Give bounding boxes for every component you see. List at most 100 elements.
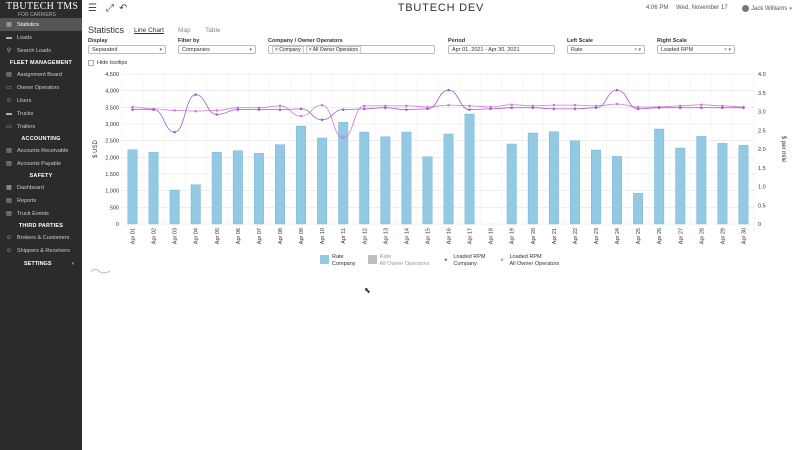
rpm-owner-operators-point <box>384 104 387 108</box>
sidebar-item-accounts-payable[interactable]: ▤ Accounts Payable <box>0 157 82 170</box>
sidebar-item-reports[interactable]: ▤ Reports <box>0 194 82 207</box>
rpm-company-point <box>615 88 619 92</box>
fullscreen-icon[interactable]: ⤢ <box>106 3 114 14</box>
sidebar-item-search-loads[interactable]: ⚲ Search Loads <box>0 44 82 57</box>
x-tick-label: Apr 12 <box>362 228 368 244</box>
left-scale-value: Rate <box>571 46 583 53</box>
right-scale-select[interactable]: Loaded RPM × ▾ <box>657 45 735 54</box>
bar <box>148 152 159 225</box>
legend-sub: All Owner Operators <box>509 260 560 267</box>
legend-rpm-company[interactable]: • Loaded RPM Company <box>441 254 485 267</box>
rpm-owner-operators-point <box>405 104 408 108</box>
x-tick-label: Apr 06 <box>236 228 242 244</box>
legend-sub: All Owner Operators <box>379 260 430 267</box>
sidebar-item-trailers[interactable]: ▭ Trailers <box>0 120 82 133</box>
sidebar-item-owner-operators[interactable]: ▭ Owner Operators <box>0 81 82 94</box>
sidebar-item-dashboard[interactable]: ▦ Dashboard <box>0 181 82 194</box>
reports-icon: ▤ <box>6 198 12 204</box>
legend-rate-owner-operators[interactable]: Rate All Owner Operators <box>367 254 430 267</box>
sidebar-item-label: Dashboard <box>17 184 44 191</box>
owner-operators-chip[interactable]: × All Owner Operators <box>305 45 362 54</box>
legend-name: Loaded RPM <box>509 254 542 260</box>
legend-rate-company[interactable]: Rate Company <box>320 254 356 267</box>
y2-tick-label: 2.0 <box>758 147 766 153</box>
tab-map[interactable]: Map <box>178 27 191 34</box>
rpm-company-point <box>594 106 598 110</box>
company-multiselect[interactable]: × Company × All Owner Operators <box>268 45 435 54</box>
bar <box>127 149 138 225</box>
display-select[interactable]: Separated ▾ <box>88 45 166 54</box>
user-name: Jack Williams <box>751 5 788 12</box>
bar <box>527 132 538 225</box>
sidebar-item-brokers-customers[interactable]: ☺ Brokers & Customers <box>0 231 82 244</box>
legend-rpm-owner-operators[interactable]: • Loaded RPM All Owner Operators <box>497 254 559 267</box>
settings-label: SETTINGS <box>24 260 52 267</box>
brokers-icon: ☺ <box>5 234 13 241</box>
sidebar-item-settings[interactable]: SETTINGS ‹ <box>0 257 82 270</box>
bar <box>654 128 665 225</box>
rpm-company-point <box>531 106 535 110</box>
avatar <box>742 5 749 12</box>
filter-by-select[interactable]: Companies ▾ <box>178 45 256 54</box>
sidebar-item-users[interactable]: ☺ Users <box>0 94 82 107</box>
truck-icon: ▬ <box>6 34 12 41</box>
sidebar-item-assignment-board[interactable]: ▤ Assignment Board <box>0 68 82 81</box>
rpm-owner-operators-point <box>700 103 703 107</box>
legend-sub: Company <box>453 260 477 267</box>
sidebar-item-statistics[interactable]: ▦ Statistics <box>0 18 82 31</box>
sidebar-item-shippers-receivers[interactable]: ☺ Shippers & Receivers <box>0 244 82 257</box>
chart-legend: Rate Company Rate All Owner Operators • Lo… <box>320 254 571 267</box>
rpm-company-point <box>573 107 577 111</box>
refresh-icon[interactable]: ↶ <box>119 3 128 14</box>
company-chip[interactable]: × Company <box>272 45 304 54</box>
rpm-company-line <box>132 89 744 133</box>
tab-line-chart[interactable]: Line Chart <box>134 27 164 34</box>
bar <box>612 156 623 225</box>
topbar: ☰ ⤢ ↶ TBUTECH DEV 4:06 PM Wed, November … <box>82 0 800 18</box>
sidebar-item-label: Assignment Board <box>17 71 62 78</box>
sidebar-item-label: Truck Events <box>17 210 49 217</box>
rpm-company-point <box>742 106 745 110</box>
rpm-owner-operators-point <box>173 109 176 112</box>
y-tick-label: 2,000 <box>105 155 119 161</box>
sidebar-item-truck-events[interactable]: ▤ Truck Events <box>0 207 82 220</box>
rpm-owner-operators-point <box>468 104 471 108</box>
bar <box>338 122 349 225</box>
rpm-owner-operators-point <box>721 104 724 108</box>
checkbox-box[interactable] <box>88 60 94 66</box>
legend-dot-icon: • <box>444 254 448 265</box>
x-tick-label: Apr 20 <box>531 228 537 244</box>
user-menu[interactable]: Jack Williams ▾ <box>742 5 792 12</box>
y-tick-label: 0 <box>116 222 119 228</box>
rpm-owner-operators-point <box>636 105 640 109</box>
rpm-company-point <box>700 106 703 110</box>
company-label: Company / Owner Operators <box>268 38 343 44</box>
brand-title: TBUTECH TMS <box>6 1 79 12</box>
period-label: Period <box>448 38 466 44</box>
sidebar-item-accounts-receivable[interactable]: ▤ Accounts Receivable <box>0 144 82 157</box>
sidebar-item-loads[interactable]: ▬ Loads <box>0 31 82 44</box>
chevron-down-icon: ▾ <box>249 46 252 53</box>
dashboard-icon: ▦ <box>6 185 12 191</box>
trailer-icon: ▭ <box>6 124 12 130</box>
tab-table[interactable]: Table <box>205 27 221 34</box>
rpm-owner-operators-point <box>299 114 303 118</box>
rpm-owner-operators-point <box>131 105 134 109</box>
legend-swatch <box>367 255 377 264</box>
sidebar-item-trucks[interactable]: ▬ Trucks <box>0 107 82 120</box>
left-scale-select[interactable]: Rate × ▾ <box>567 45 645 54</box>
users-icon: ☺ <box>5 97 13 104</box>
x-tick-label: Apr 27 <box>678 228 684 244</box>
bar <box>296 125 307 225</box>
hide-tooltips-checkbox[interactable]: Hide tooltips <box>88 60 127 66</box>
rpm-company-point <box>657 106 661 110</box>
x-tick-label: Apr 25 <box>636 228 642 244</box>
x-tick-label: Apr 15 <box>425 228 431 244</box>
y-axis-label: $ USD <box>93 139 99 157</box>
rpm-company-point <box>552 107 556 111</box>
clear-chevron-icon: × ▾ <box>724 46 731 53</box>
bar <box>211 152 222 225</box>
period-picker[interactable]: Apr 01, 2021 - Apr 30, 2021 <box>448 45 555 54</box>
menu-icon[interactable]: ☰ <box>88 3 97 14</box>
y2-tick-label: 1.0 <box>758 185 766 191</box>
